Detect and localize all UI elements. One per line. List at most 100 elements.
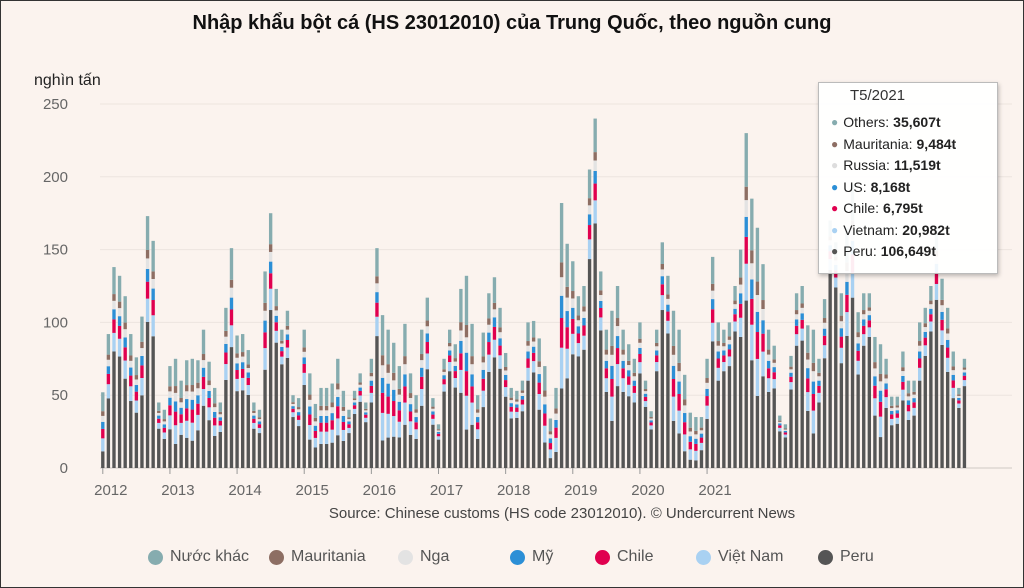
bar-segment xyxy=(470,323,474,357)
legend-item[interactable]: Peru xyxy=(818,548,874,566)
legend-item[interactable]: Việt Nam xyxy=(696,548,784,566)
legend-item[interactable]: Mỹ xyxy=(510,548,553,566)
bar-segment xyxy=(962,369,967,373)
bar-segment xyxy=(173,443,178,468)
bar-segment xyxy=(582,317,586,326)
bar-segment xyxy=(207,385,211,391)
bar-segment xyxy=(145,321,150,468)
bar-segment xyxy=(101,392,105,412)
bar-segment xyxy=(196,395,200,404)
bar-segment xyxy=(470,356,474,365)
bar-segment xyxy=(571,291,575,299)
bar-stack-undefined xyxy=(862,293,866,468)
x-tick-label: 2016 xyxy=(363,482,396,499)
bar-stack-2018-08 xyxy=(543,366,547,468)
bar-segment xyxy=(145,258,150,270)
bar-segment xyxy=(772,372,776,380)
bar-segment xyxy=(778,420,782,422)
legend-item[interactable]: Mauritania xyxy=(269,548,366,566)
bar-segment xyxy=(772,388,776,468)
bar-stack-2012-12 xyxy=(162,409,167,468)
bar-segment xyxy=(246,364,250,368)
legend-item[interactable]: Chile xyxy=(595,548,653,566)
bar-segment xyxy=(604,368,609,379)
bar-segment xyxy=(442,391,446,468)
bar-segment xyxy=(643,389,648,392)
bar-segment xyxy=(453,387,457,468)
bar-segment xyxy=(666,333,670,468)
bar-segment xyxy=(397,394,402,402)
legend-item[interactable]: Nga xyxy=(398,548,449,566)
bar-segment xyxy=(336,406,340,419)
bar-segment xyxy=(319,443,323,468)
bar-segment xyxy=(313,421,318,426)
bar-stack-undefined xyxy=(890,396,894,468)
bar-stack-2020-11 xyxy=(694,417,698,468)
bar-segment xyxy=(811,329,816,363)
bar-stack-2016-09 xyxy=(414,395,418,468)
bar-segment xyxy=(587,214,592,226)
bar-segment xyxy=(330,407,334,414)
bar-segment xyxy=(666,275,670,295)
tooltip-dot-icon: ● xyxy=(831,179,839,194)
bar-segment xyxy=(313,447,318,468)
bar-segment xyxy=(218,431,222,468)
bar-segment xyxy=(235,353,239,358)
bar-segment xyxy=(380,392,385,413)
bar-segment xyxy=(705,405,709,419)
bar-segment xyxy=(503,370,508,375)
bar-segment xyxy=(688,431,692,437)
bar-segment xyxy=(392,372,396,381)
bar-stack-undefined xyxy=(957,387,961,468)
bar-stack-2016-03 xyxy=(380,315,385,468)
bar-segment xyxy=(201,389,206,406)
y-tick-label: 150 xyxy=(43,242,68,259)
bar-segment xyxy=(615,364,620,387)
bar-segment xyxy=(934,272,939,284)
bar-segment xyxy=(448,362,452,372)
y-tick-labels: 0 50 100 150 200 250 xyxy=(43,96,68,477)
bar-segment xyxy=(201,367,206,377)
bar-segment xyxy=(145,298,150,322)
bar-segment xyxy=(515,390,519,400)
bar-stack-2016-07 xyxy=(403,323,407,468)
bar-segment xyxy=(509,418,513,468)
bar-segment xyxy=(906,400,911,406)
bar-segment xyxy=(945,328,950,334)
bar-segment xyxy=(727,349,732,357)
bar-segment xyxy=(531,352,536,362)
bar-stack-undefined xyxy=(778,415,782,468)
bar-segment xyxy=(263,348,267,370)
legend-item[interactable]: Nước khác xyxy=(148,548,249,566)
bar-segment xyxy=(643,393,648,397)
bar-stack-undefined xyxy=(923,307,927,468)
bar-segment xyxy=(347,427,351,434)
bar-stack-undefined xyxy=(766,329,771,468)
bar-segment xyxy=(677,394,681,411)
bar-segment xyxy=(369,372,374,377)
bar-segment xyxy=(134,412,139,468)
bar-segment xyxy=(744,300,748,468)
bar-segment xyxy=(436,431,441,434)
bar-segment xyxy=(884,407,888,468)
bar-segment xyxy=(755,395,760,468)
bar-segment xyxy=(716,341,720,346)
bar-segment xyxy=(425,369,429,468)
bar-segment xyxy=(794,334,799,346)
bar-segment xyxy=(627,344,631,361)
bar-segment xyxy=(492,326,497,340)
bar-segment xyxy=(554,437,558,452)
bar-segment xyxy=(839,328,844,337)
bar-segment xyxy=(213,407,217,412)
bar-stack-2021-01 xyxy=(705,358,709,468)
bar-segment xyxy=(660,310,664,468)
bar-segment xyxy=(867,315,872,321)
bar-segment xyxy=(185,360,189,386)
bar-segment xyxy=(257,417,262,420)
bar-segment xyxy=(766,354,771,361)
bar-segment xyxy=(112,332,116,352)
bar-stack-undefined xyxy=(867,293,872,468)
bar-segment xyxy=(615,336,620,349)
bar-segment xyxy=(627,360,631,366)
bar-segment xyxy=(364,410,368,413)
